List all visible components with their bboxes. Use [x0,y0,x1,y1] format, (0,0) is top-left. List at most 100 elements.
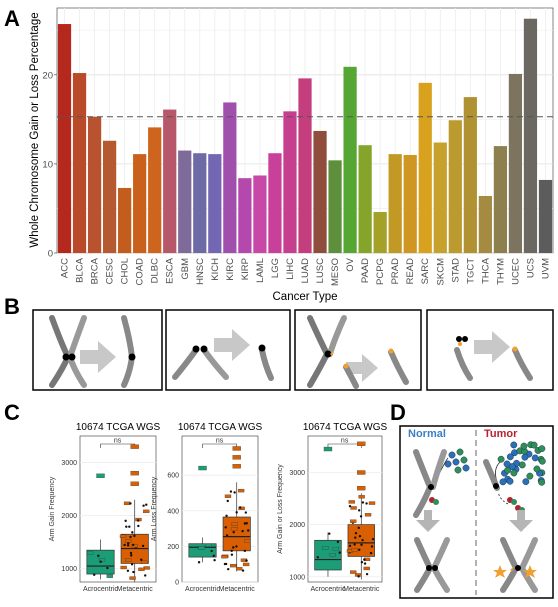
y-tick-label: 400 [167,508,179,515]
normal-label: Normal [408,428,446,440]
x-tick-label: LUAD [300,258,311,283]
data-point-tag [350,519,357,523]
outlier-tag [357,485,366,491]
x-tick-label: COAD [135,258,146,286]
data-point [365,572,369,576]
data-point [129,535,132,539]
box-plot-arm-gain-or-loss: 10674 TCGA WGS 1000 2000 3000 ns AcrocentricM… [277,422,387,593]
x-tick-label: UVM [540,258,551,279]
data-point [131,531,134,534]
data-point [226,499,229,503]
arrow-icon [214,329,250,361]
data-point-tag [368,501,376,505]
data-point [140,558,143,561]
data-point-tag [348,500,355,504]
x-tick-label: ESCA [165,257,176,284]
bar-lusc [313,130,327,253]
x-tick-label: DLBC [150,258,161,283]
bar-chol [118,187,132,253]
data-point [93,573,96,576]
data-point [357,526,360,530]
protein-sphere [456,448,464,456]
data-point [123,543,126,547]
data-point [227,567,230,571]
arrow-icon [346,354,378,382]
protein-sphere [538,478,546,486]
data-point-tag [138,567,145,572]
acrocentric-break [454,336,473,381]
data-point [126,544,130,547]
data-point [354,532,358,535]
data-point [245,559,248,562]
data-point [371,538,375,541]
data-point [358,548,361,551]
data-point [232,546,235,549]
y-tick-label: 200 [167,544,179,551]
data-point [363,558,366,561]
panel-label-b: B [4,294,20,319]
x-tick-label: Acrocentric [83,586,119,593]
x-tick-label: Acrocentric [310,586,346,593]
data-point [230,553,234,556]
bar-hnsc [193,153,207,253]
data-point-tag [236,567,243,571]
x-tick-label: PAAD [360,258,371,283]
arrow-icon [80,341,116,373]
y-ticks: 0 10 20 [42,70,57,260]
data-point-tag [238,506,245,511]
bar-cesc [102,140,117,253]
x-tick-label: BLCA [75,257,86,282]
broken-arms [343,348,409,389]
x-tick-label: GBM [180,258,191,280]
data-point [348,544,352,548]
panel-label-c: C [4,400,20,425]
data-point [224,562,228,566]
outlier-tag [96,473,105,478]
data-point-tag [322,546,329,550]
y-tick-label: 3000 [289,470,305,477]
bar-meso [328,160,342,253]
x-tick-label: PCPG [375,258,386,285]
data-point [97,554,100,558]
bar-kirc [223,102,237,253]
data-point-tag [198,546,205,550]
data-point [369,551,373,555]
box-plots-panel-c: 10674 TCGA WGS100020003000nsAcrocentricM… [49,422,387,593]
x-tick-label: LUSC [315,258,326,283]
data-point-tag [125,539,132,543]
data-point-tag [231,527,238,531]
data-point [336,540,340,544]
x-tick-label: CHOL [120,258,131,284]
y-axis-label: Arm Gain or Loss Frequency [277,464,284,554]
protein-sphere [522,478,530,486]
data-point-tag [224,494,232,498]
data-point [129,502,132,505]
data-point [363,562,367,565]
data-point-tag [125,558,132,562]
data-point [128,525,131,528]
data-point [130,554,133,557]
x-tick-label: SARC [420,258,431,285]
data-point [126,569,130,573]
acrocentric-arm [512,346,533,381]
data-point-tag [131,544,138,548]
bar-ov [343,66,357,253]
protein-sphere [510,469,518,477]
x-tick-label: UCEC [510,258,521,285]
chromosome-diagram-panel-b [32,309,554,391]
interaction-arrow [497,491,509,505]
bar-chart-panel-a: 0 10 20 ACC BLCA BRCA CESC CHOL COAD DLBC ESCA GBM… [29,7,554,303]
data-point [338,551,341,554]
significance-label: ns [216,438,224,445]
data-point-tag [350,570,357,574]
data-point-tag [221,555,228,559]
bars [57,18,553,254]
metacentric-break [307,315,347,388]
data-point [232,530,235,534]
box-acrocentric [314,539,342,571]
data-point [241,529,244,533]
box-plot-title: 10674 TCGA WGS [76,422,161,433]
protein-spheres [429,441,546,513]
x-tick-label: THCA [480,257,491,284]
protein-sphere [448,451,456,459]
